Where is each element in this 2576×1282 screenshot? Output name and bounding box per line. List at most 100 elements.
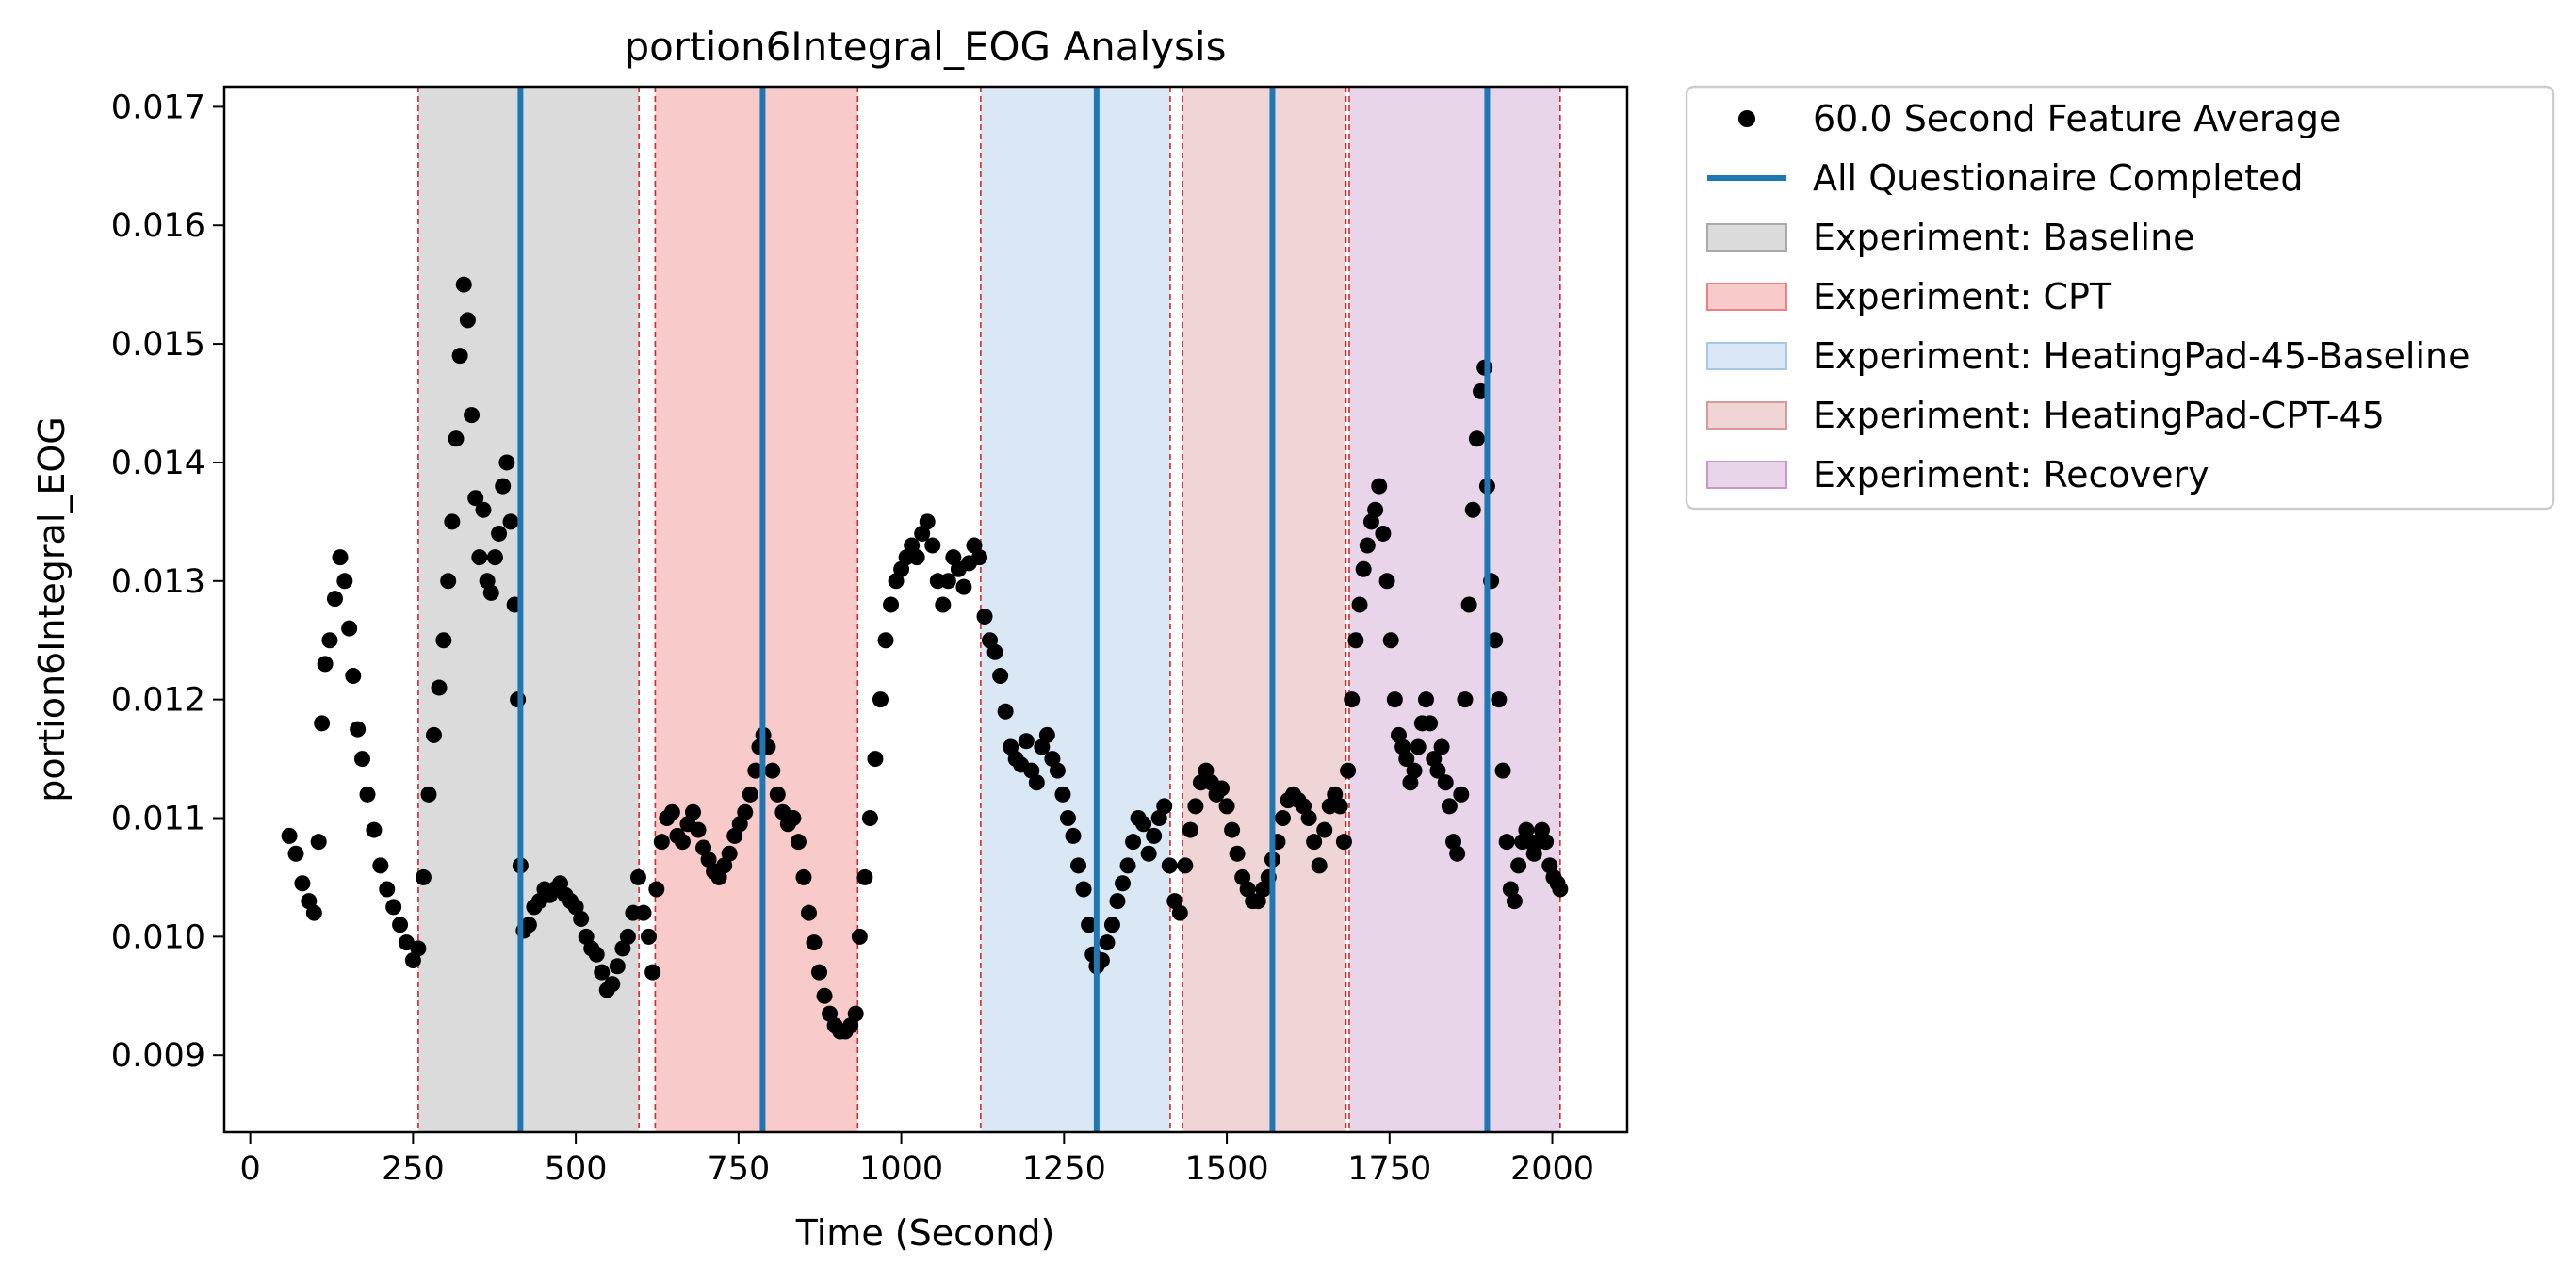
data-point-210 — [1335, 834, 1352, 851]
data-point-5 — [310, 834, 327, 851]
data-point-25 — [415, 868, 432, 885]
y-tick-label-6: 0.015 — [111, 326, 205, 364]
data-point-116 — [851, 928, 868, 945]
experiment-span-4-0 — [1348, 87, 1560, 1132]
data-point-140 — [976, 609, 993, 625]
data-point-142 — [986, 643, 1003, 660]
data-point-39 — [475, 501, 492, 518]
data-point-79 — [663, 803, 680, 820]
data-point-129 — [919, 513, 936, 530]
data-point-215 — [1355, 560, 1372, 577]
data-point-234 — [1429, 762, 1446, 779]
data-point-216 — [1359, 537, 1376, 554]
data-point-254 — [1506, 893, 1523, 910]
x-tick-label-7: 1750 — [1347, 1150, 1431, 1188]
x-tick-label-1: 250 — [382, 1150, 445, 1188]
data-point-32 — [448, 430, 465, 447]
data-point-43 — [491, 525, 508, 542]
data-point-205 — [1311, 857, 1328, 874]
x-tick-label-0: 0 — [239, 1150, 260, 1188]
experiment-span-2-0 — [980, 87, 1170, 1132]
data-point-187 — [1218, 798, 1235, 815]
data-point-31 — [444, 513, 461, 530]
data-point-74 — [641, 928, 658, 945]
data-point-178 — [1171, 904, 1188, 921]
experiment-spans — [417, 87, 1560, 1132]
legend-label-4: Experiment: HeatingPad-45-Baseline — [1813, 335, 2470, 377]
data-point-99 — [764, 762, 781, 779]
data-point-211 — [1340, 762, 1357, 779]
legend-patch-5 — [1706, 401, 1787, 430]
data-point-209 — [1331, 798, 1348, 815]
data-point-229 — [1410, 738, 1427, 755]
data-point-179 — [1177, 857, 1194, 874]
data-point-118 — [861, 809, 878, 826]
data-point-157 — [1065, 827, 1082, 844]
data-point-133 — [939, 573, 956, 590]
data-point-1 — [287, 845, 304, 862]
data-point-107 — [806, 934, 823, 951]
data-point-159 — [1075, 881, 1092, 898]
data-point-4 — [305, 904, 322, 921]
data-point-204 — [1306, 834, 1323, 851]
data-point-212 — [1344, 691, 1361, 708]
data-point-29 — [435, 632, 452, 649]
data-point-262 — [1538, 834, 1555, 851]
data-point-144 — [997, 703, 1014, 720]
data-point-251 — [1494, 762, 1511, 779]
data-point-36 — [464, 407, 481, 424]
experiment-span-3-0 — [1182, 87, 1346, 1132]
data-point-13 — [345, 667, 362, 684]
data-point-16 — [359, 786, 376, 803]
data-point-11 — [336, 573, 353, 590]
data-point-17 — [366, 821, 383, 838]
data-point-122 — [883, 596, 900, 613]
y-tick-label-0: 0.009 — [111, 1037, 205, 1075]
data-point-139 — [971, 549, 988, 566]
data-point-104 — [790, 834, 807, 851]
data-point-167 — [1115, 875, 1132, 892]
data-point-180 — [1182, 821, 1198, 838]
data-point-84 — [690, 821, 707, 838]
y-tick-label-8: 0.017 — [111, 89, 205, 126]
x-tick-label-2: 500 — [545, 1150, 608, 1188]
data-point-81 — [674, 834, 691, 851]
data-point-181 — [1187, 798, 1204, 815]
data-point-94 — [742, 786, 758, 803]
data-point-75 — [644, 964, 661, 981]
data-point-235 — [1433, 738, 1450, 755]
data-point-266 — [1552, 881, 1569, 898]
data-point-18 — [372, 857, 389, 874]
data-point-21 — [392, 917, 409, 933]
x-axis-ticks: 0 250 500 750 1000 1250 1500 1750 2000 — [239, 1132, 1594, 1188]
data-point-70 — [619, 928, 636, 945]
data-point-119 — [867, 751, 884, 768]
data-point-127 — [908, 549, 925, 566]
data-point-108 — [811, 964, 828, 981]
data-point-100 — [769, 786, 786, 803]
data-point-46 — [502, 513, 519, 530]
x-tick-label-3: 750 — [707, 1150, 770, 1188]
data-point-67 — [604, 976, 621, 993]
data-point-156 — [1059, 809, 1076, 826]
legend-label-3: Experiment: CPT — [1813, 276, 2112, 317]
data-point-158 — [1070, 857, 1087, 874]
data-point-27 — [425, 726, 442, 743]
data-point-189 — [1229, 845, 1246, 862]
data-point-115 — [847, 1005, 864, 1022]
legend-label-2: Experiment: Baseline — [1813, 217, 2195, 258]
data-point-252 — [1498, 834, 1515, 851]
data-point-117 — [856, 868, 873, 885]
data-point-169 — [1125, 834, 1142, 851]
data-point-176 — [1161, 857, 1178, 874]
data-point-218 — [1367, 501, 1384, 518]
x-tick-label-8: 2000 — [1510, 1150, 1594, 1188]
data-point-242 — [1460, 596, 1477, 613]
legend-label-1: All Questionaire Completed — [1813, 157, 2304, 199]
y-axis-ticks: 0.009 0.010 0.011 0.012 0.013 0.014 0.015 0.016… — [111, 89, 224, 1075]
data-point-20 — [385, 899, 402, 916]
legend-patch-4 — [1706, 342, 1787, 370]
data-point-222 — [1382, 632, 1399, 649]
y-tick-label-2: 0.011 — [111, 800, 205, 837]
